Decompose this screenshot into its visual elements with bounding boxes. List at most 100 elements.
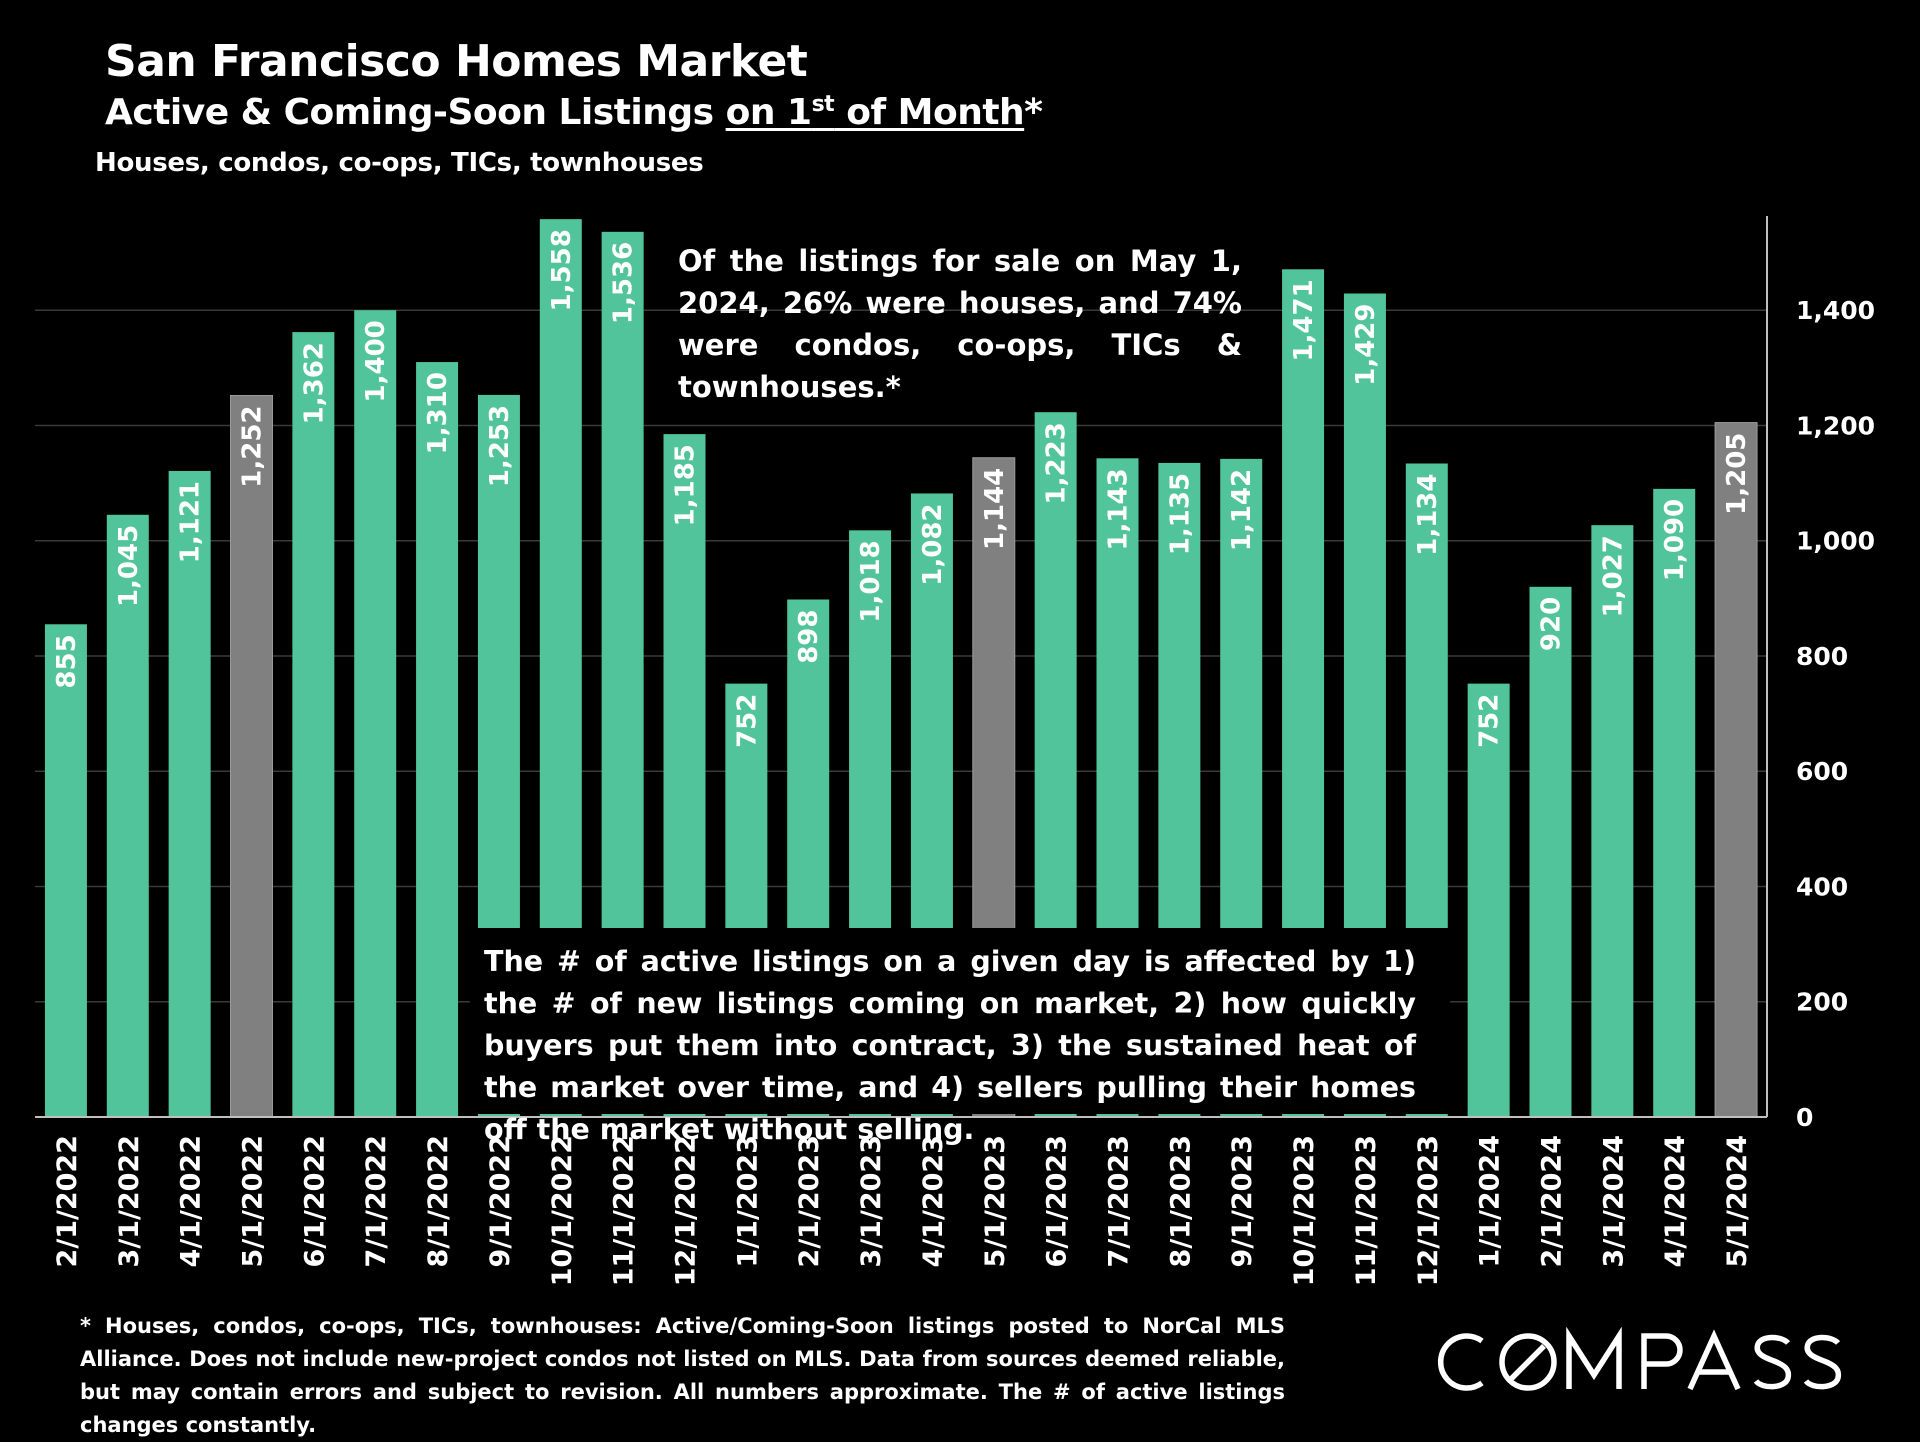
y-tick-label: 1,200 — [1796, 411, 1875, 440]
bar-value-label: 1,252 — [238, 405, 268, 487]
bar-value-label: 1,090 — [1660, 499, 1690, 581]
bar-value-label: 1,253 — [485, 405, 515, 487]
bar-4-1-2022 — [168, 470, 211, 1118]
x-tick-label: 3/1/2024 — [1598, 1135, 1629, 1267]
chart-title: San Francisco Homes Market — [105, 36, 808, 87]
y-tick-label: 600 — [1796, 757, 1848, 786]
bar-value-label: 752 — [732, 694, 762, 748]
y-tick-label: 400 — [1796, 872, 1848, 901]
bar-5-1-2024 — [1714, 422, 1758, 1118]
bar-value-label: 1,205 — [1722, 433, 1752, 515]
x-tick-label: 11/1/2023 — [1351, 1135, 1382, 1286]
bar-1-1-2024 — [1467, 683, 1510, 1117]
chart-caption: Houses, condos, co-ops, TICs, townhouses — [95, 148, 704, 178]
bar-value-label: 1,134 — [1413, 473, 1443, 555]
bar-value-label: 855 — [52, 634, 82, 688]
bar-value-label: 1,362 — [299, 342, 329, 424]
bar-value-label: 1,310 — [423, 372, 453, 454]
bar-value-label: 920 — [1537, 597, 1567, 651]
x-tick-label: 9/1/2022 — [485, 1135, 516, 1267]
bar-value-label: 1,018 — [856, 540, 886, 622]
subtitle-prefix: Active & Coming-Soon Listings — [105, 92, 726, 133]
chart-subtitle: Active & Coming-Soon Listings on 1st of … — [105, 92, 1043, 133]
subtitle-underline-main: on 1 — [725, 92, 812, 133]
y-axis: 0 200 400 600 800 1,000 1,200 1,400 — [35, 216, 1875, 1132]
x-tick-label: 8/1/2022 — [423, 1135, 454, 1267]
annotation-may-mix: Of the listings for sale on May 1, 2024,… — [678, 244, 1242, 404]
bar-value-label: 1,144 — [980, 468, 1010, 550]
logo-needle — [1509, 1344, 1546, 1381]
bar-2-1-2022 — [44, 624, 87, 1117]
x-tick-label: 9/1/2023 — [1227, 1135, 1258, 1267]
x-tick-label: 2/1/2023 — [794, 1135, 825, 1267]
subtitle-underlined: on 1st of Month — [726, 92, 1025, 133]
x-tick-label: 3/1/2023 — [856, 1135, 887, 1267]
bar-6-1-2022 — [292, 332, 335, 1117]
x-tick-label: 6/1/2022 — [299, 1135, 330, 1267]
bar-3-1-2022 — [106, 514, 149, 1117]
logo-letter-m — [1566, 1327, 1622, 1389]
annotation-listing-factors: The # of active listings on a given day … — [470, 928, 1450, 1146]
subtitle-superscript: st — [811, 92, 835, 117]
bar-4-1-2024 — [1653, 488, 1696, 1118]
x-tick-label: 2/1/2022 — [52, 1135, 83, 1267]
x-tick-label: 1/1/2023 — [732, 1135, 763, 1267]
bar-value-label: 1,223 — [1042, 422, 1072, 504]
logo-letter-c — [1438, 1333, 1484, 1391]
x-tick-label: 3/1/2022 — [114, 1135, 145, 1267]
x-axis-labels: 2/1/2022 3/1/2022 4/1/2022 5/1/2022 6/1/2022… — [52, 1135, 1753, 1286]
y-tick-label: 0 — [1796, 1103, 1813, 1132]
y-tick-label: 200 — [1796, 988, 1848, 1017]
x-tick-label: 12/1/2022 — [671, 1135, 702, 1286]
y-tick-label: 1,400 — [1796, 296, 1875, 325]
x-tick-label: 2/1/2024 — [1537, 1135, 1568, 1267]
x-tick-label: 5/1/2022 — [238, 1135, 269, 1267]
logo-letter-s2 — [1803, 1334, 1842, 1390]
bar-value-label: 1,082 — [918, 503, 948, 585]
bar-value-label: 1,027 — [1598, 535, 1628, 617]
x-tick-label: 7/1/2023 — [1104, 1135, 1135, 1267]
bar-8-1-2022 — [416, 362, 459, 1117]
bar-value-label: 1,536 — [609, 242, 639, 324]
x-tick-label: 5/1/2024 — [1722, 1135, 1753, 1267]
compass-logo — [1438, 1327, 1842, 1391]
bar-value-label: 1,471 — [1289, 279, 1319, 361]
bar-2-1-2024 — [1529, 586, 1572, 1117]
bar-value-label: 1,185 — [671, 444, 701, 526]
x-tick-label: 5/1/2023 — [980, 1135, 1011, 1267]
bar-7-1-2022 — [354, 310, 397, 1117]
bar-value-label: 1,400 — [361, 320, 391, 402]
logo-letter-o — [1499, 1333, 1557, 1391]
x-tick-label: 6/1/2023 — [1042, 1135, 1073, 1267]
bar-value-label: 1,045 — [114, 525, 144, 607]
bar-value-label: 1,558 — [547, 229, 577, 311]
bar-value-label: 1,121 — [176, 481, 206, 563]
x-tick-label: 10/1/2022 — [547, 1135, 578, 1286]
x-tick-label: 11/1/2022 — [609, 1135, 640, 1286]
bar-5-1-2022 — [230, 394, 273, 1118]
bar-value-label: 1,429 — [1351, 303, 1381, 385]
bar-value-label: 898 — [794, 609, 824, 663]
footnote: * Houses, condos, co-ops, TICs, townhous… — [80, 1314, 1285, 1437]
bar-value-label: 1,135 — [1165, 473, 1195, 555]
x-tick-label: 7/1/2022 — [361, 1135, 392, 1267]
bar-value-label: 752 — [1475, 694, 1505, 748]
subtitle-underline-end: of Month — [834, 92, 1025, 133]
logo-letter-a — [1687, 1329, 1741, 1391]
x-tick-label: 4/1/2023 — [918, 1135, 949, 1267]
x-tick-label: 8/1/2023 — [1165, 1135, 1196, 1267]
x-tick-label: 10/1/2023 — [1289, 1135, 1320, 1286]
x-tick-label: 4/1/2022 — [176, 1135, 207, 1267]
x-tick-label: 4/1/2024 — [1660, 1135, 1691, 1267]
bar-3-1-2024 — [1591, 525, 1634, 1117]
logo-letter-s1 — [1753, 1334, 1792, 1390]
subtitle-suffix: * — [1024, 92, 1043, 133]
x-tick-label: 1/1/2024 — [1475, 1135, 1506, 1267]
bar-value-label: 1,142 — [1227, 469, 1257, 551]
y-tick-label: 1,000 — [1796, 527, 1875, 556]
bar-value-label: 1,143 — [1104, 468, 1134, 550]
logo-letter-p — [1641, 1333, 1683, 1389]
x-tick-label: 12/1/2023 — [1413, 1135, 1444, 1286]
y-tick-label: 800 — [1796, 642, 1848, 671]
